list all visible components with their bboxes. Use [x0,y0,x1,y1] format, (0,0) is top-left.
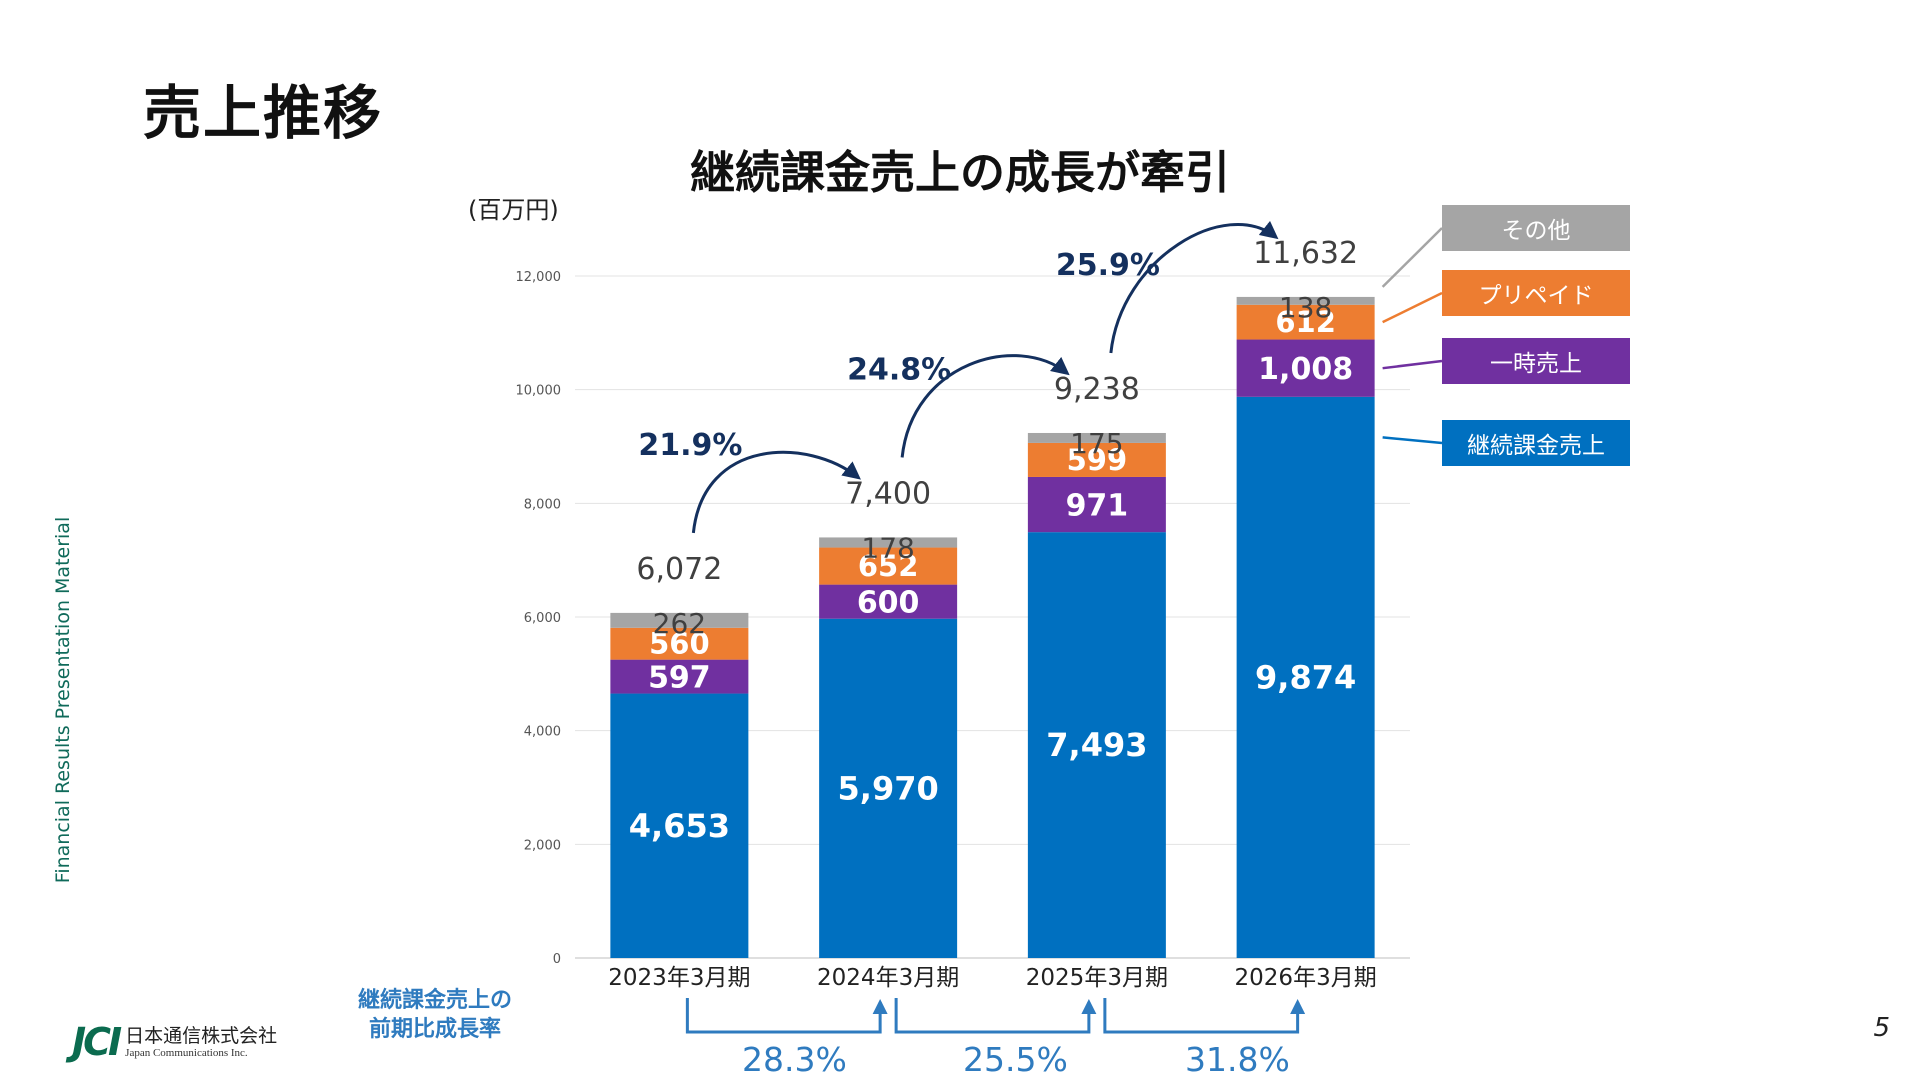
growth-arrow [691,450,861,534]
growth-arrow [900,354,1070,458]
data-label: 4,653 [629,807,730,845]
y-tick-label: 6,000 [524,611,561,626]
data-label: 652 [858,549,919,583]
bar-segment [610,612,749,628]
bar-segment [610,693,749,958]
data-label: 178 [861,531,914,564]
bar-segment [1236,296,1375,305]
bar-segment [819,584,958,619]
y-tick-label: 2,000 [524,838,561,853]
bar-segment [1027,476,1166,533]
total-label: 6,072 [636,552,722,587]
data-label: 138 [1279,291,1332,324]
y-tick-label: 8,000 [524,497,561,512]
recurring-growth-bracket [1103,998,1306,1034]
recurring-growth-title-line1: 継続課金売上の [357,988,512,1013]
growth-rate-label: 25.9% [1056,248,1160,283]
total-label: 11,632 [1253,236,1358,271]
recurring-growth-rate: 31.8% [1185,1040,1290,1079]
logo-name-ja: 日本通信株式会社 [125,1025,278,1047]
recurring-growth-rate: 25.5% [963,1040,1068,1079]
legend-leader-line [1382,436,1443,445]
data-label: 599 [1067,443,1128,477]
recurring-growth-bracket [894,998,1097,1034]
bar-segment [819,547,958,585]
growth-rate-label: 21.9% [638,428,742,463]
legend-item-one-time: 一時売上 [1442,338,1630,384]
bar-segment [1236,396,1375,959]
recurring-growth-title-line2: 前期比成長率 [368,1017,501,1042]
recurring-growth-rate: 28.3% [742,1040,847,1079]
bar-segment [1236,339,1375,397]
page-title: 売上推移 [143,79,384,147]
total-label: 7,400 [845,476,931,511]
bar-segment [1027,432,1166,443]
data-label: 262 [653,607,706,640]
bar-segment [610,627,749,660]
data-label: 1,008 [1258,352,1353,387]
x-tick-label: 2023年3月期 [608,965,750,991]
legend-item-recurring: 継続課金売上 [1442,420,1630,466]
total-label: 9,238 [1054,372,1140,407]
data-label: 560 [649,627,710,661]
y-tick-label: 0 [553,952,561,967]
bar-segment [819,537,958,548]
legend-leader-line [1381,227,1443,288]
legend-item-other: その他 [1442,205,1630,251]
x-tick-label: 2025年3月期 [1026,965,1168,991]
data-label: 612 [1275,305,1336,339]
legend-leader-line [1382,291,1443,324]
data-label: 971 [1066,489,1129,524]
y-tick-label: 4,000 [524,725,561,740]
growth-arrow [1109,220,1279,354]
unit-label: (百万円) [468,196,559,224]
data-label: 600 [857,586,920,621]
data-label: 175 [1070,427,1123,460]
bar-segment [1236,304,1375,340]
legend-item-prepaid: プリペイド [1442,270,1630,316]
data-label: 7,493 [1046,726,1147,764]
logo-mark: JCI [72,1020,122,1064]
bar-segment [1027,532,1166,958]
bar-segment [610,659,749,694]
bar-segment [819,618,958,958]
data-label: 597 [648,661,711,696]
growth-rate-label: 24.8% [847,352,951,387]
y-tick-label: 10,000 [516,384,562,399]
logo-name-en: Japan Communications Inc. [125,1047,248,1059]
x-tick-label: 2024年3月期 [817,965,959,991]
legend-leader-line [1382,359,1443,370]
company-logo: JCI 日本通信株式会社 Japan Communications Inc. [72,1020,278,1064]
recurring-growth-bracket [685,998,888,1034]
chart-title: 継続課金売上の成長が牽引 [689,146,1230,199]
x-tick-label: 2026年3月期 [1235,965,1377,991]
data-label: 9,874 [1255,658,1356,696]
bar-segment [1027,442,1166,477]
page-number: 5 [1873,1013,1890,1043]
y-tick-label: 12,000 [516,270,562,285]
recurring-growth-title: 継続課金売上の 前期比成長率 [330,986,540,1044]
data-label: 5,970 [838,769,939,807]
